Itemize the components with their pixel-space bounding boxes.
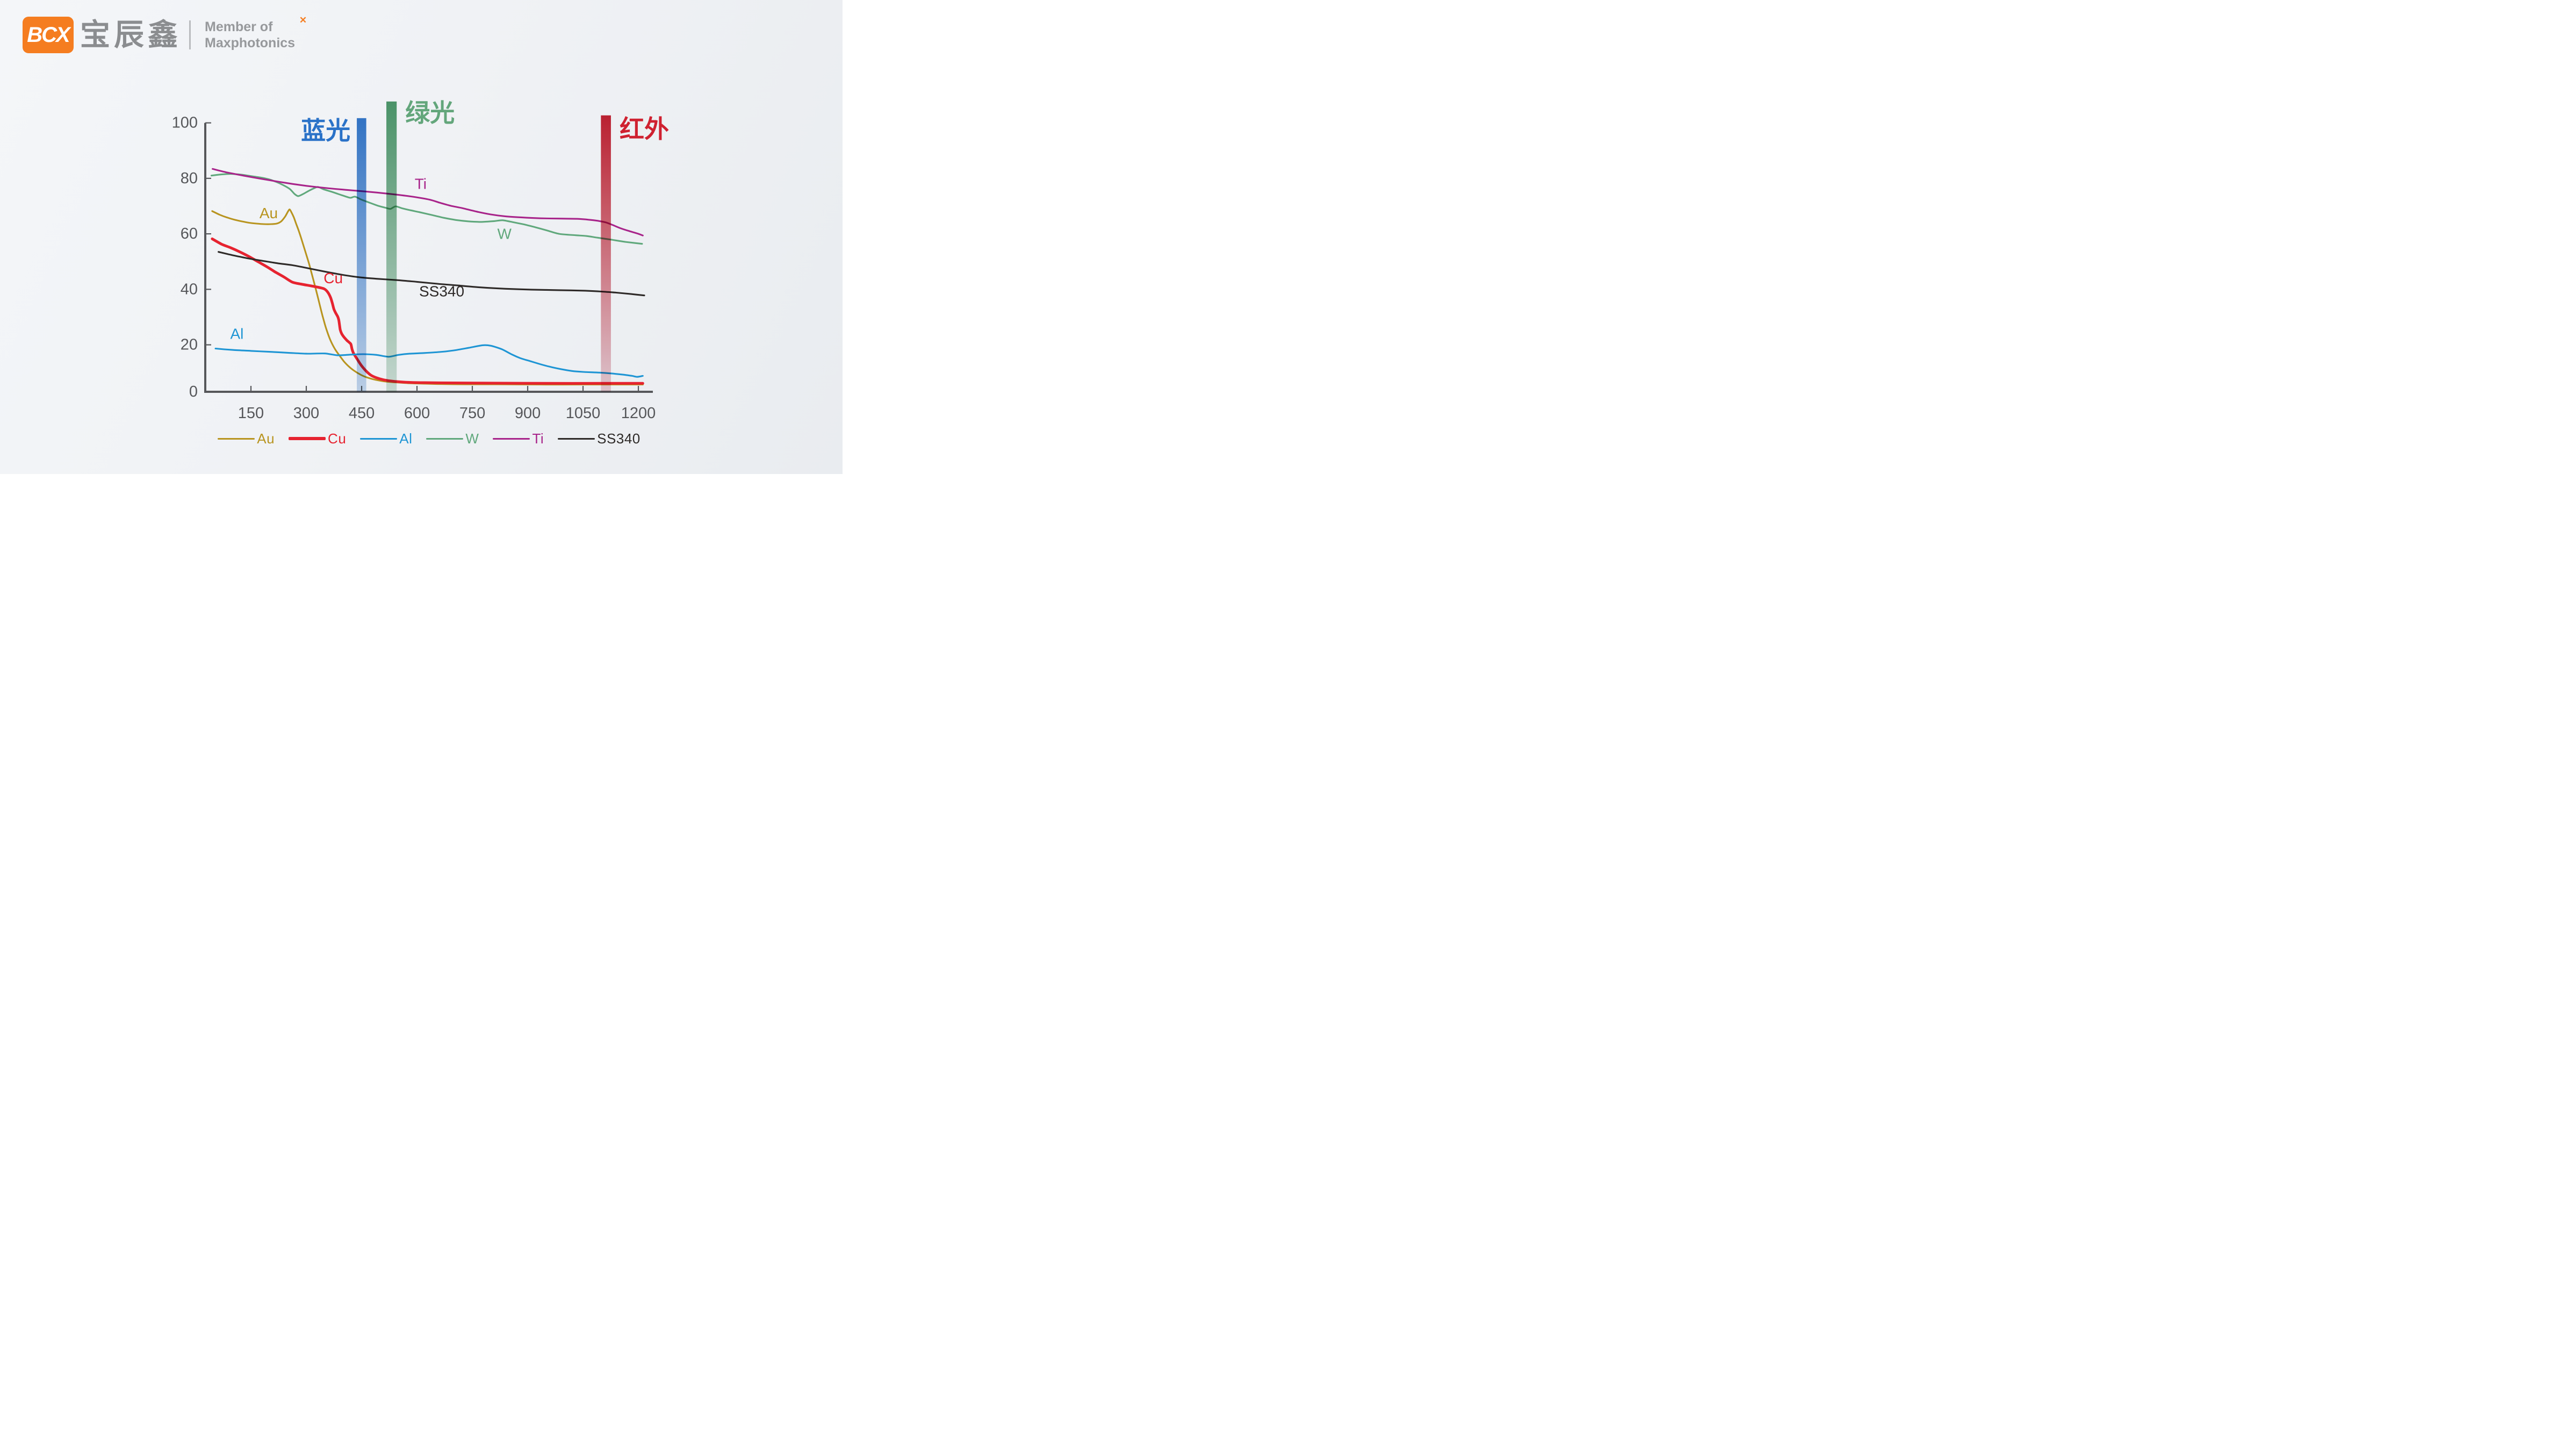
bcx-logo: BCX — [23, 17, 74, 53]
legend-swatch-Ti — [493, 437, 530, 440]
y-tick-label-40: 40 — [181, 281, 198, 298]
member-company-line: Maxphotonics — [205, 35, 296, 51]
legend-swatch-Cu — [289, 437, 326, 440]
x-tick-label-600: 600 — [404, 405, 430, 422]
band-blue-laser — [357, 118, 366, 392]
band-green-laser — [386, 101, 397, 392]
legend-item-Cu: Cu — [289, 430, 346, 447]
y-tick-label-0: 0 — [189, 383, 198, 400]
band-label-green-laser: 绿光 — [405, 99, 455, 127]
y-tick-label-80: 80 — [181, 170, 198, 187]
reflectivity-chart: 0 20 40 60 80 100 150 300 450 600 750 900 1050 1200 Au… — [172, 99, 669, 422]
legend-swatch-SS340 — [558, 437, 595, 440]
curve-label-SS340: SS340 — [419, 283, 464, 299]
curve-Ti — [212, 168, 644, 236]
member-of-block: Member of ✕ Maxphotonics — [205, 15, 307, 51]
curve-SS340 — [218, 251, 645, 297]
bcx-logo-text: BCX — [27, 23, 70, 47]
legend-swatch-Al — [360, 437, 398, 440]
curve-Cu — [211, 237, 644, 385]
curve-label-Al: Al — [230, 325, 243, 342]
legend-item-W: W — [426, 430, 479, 447]
x-tick-label-1200: 1200 — [621, 405, 656, 422]
curve-W — [210, 173, 643, 245]
y-tick-label-100: 100 — [172, 114, 198, 132]
x-tick-label-900: 900 — [515, 405, 541, 422]
chart-legend: Au Cu Al W Ti SS340 — [205, 429, 653, 448]
band-label-infrared: 红外 — [620, 115, 669, 143]
legend-label-W: W — [465, 430, 479, 447]
curve-Al — [214, 344, 644, 378]
maxphotonics-x-icon: ✕ — [299, 15, 307, 25]
x-tick-label-450: 450 — [349, 405, 375, 422]
y-tick-label-20: 20 — [181, 336, 198, 354]
curve-label-W: W — [498, 226, 512, 242]
legend-label-Cu: Cu — [328, 430, 347, 447]
curve-label-Au: Au — [260, 205, 278, 221]
legend-label-Al: Al — [399, 430, 413, 447]
member-of-line: Member of ✕ — [205, 15, 307, 35]
curve-label-Cu: Cu — [323, 270, 343, 286]
legend-item-Au: Au — [218, 430, 275, 447]
x-tick-label-150: 150 — [238, 405, 264, 422]
curve-label-Ti: Ti — [415, 176, 427, 192]
x-tick-label-300: 300 — [293, 405, 319, 422]
legend-swatch-W — [426, 437, 464, 440]
legend-label-Ti: Ti — [532, 430, 544, 447]
legend-item-Al: Al — [360, 430, 412, 447]
legend-swatch-Au — [218, 437, 255, 440]
logo-divider — [189, 20, 191, 49]
logo-bar: BCX 宝辰鑫 Member of ✕ Maxphotonics — [23, 15, 307, 54]
axes — [204, 123, 653, 393]
legend-item-Ti: Ti — [493, 430, 544, 447]
legend-item-SS340: SS340 — [558, 430, 641, 447]
x-tick-label-750: 750 — [459, 405, 485, 422]
x-tick-label-1050: 1050 — [566, 405, 601, 422]
y-tick-label-60: 60 — [181, 225, 198, 242]
legend-label-SS340: SS340 — [597, 430, 641, 447]
band-infrared — [601, 115, 611, 392]
band-label-blue-laser: 蓝光 — [301, 117, 350, 145]
company-name-cjk: 宝辰鑫 — [80, 18, 182, 52]
legend-label-Au: Au — [257, 430, 275, 447]
page: BCX 宝辰鑫 Member of ✕ Maxphotonics 0 20 40 60 8… — [0, 0, 843, 474]
